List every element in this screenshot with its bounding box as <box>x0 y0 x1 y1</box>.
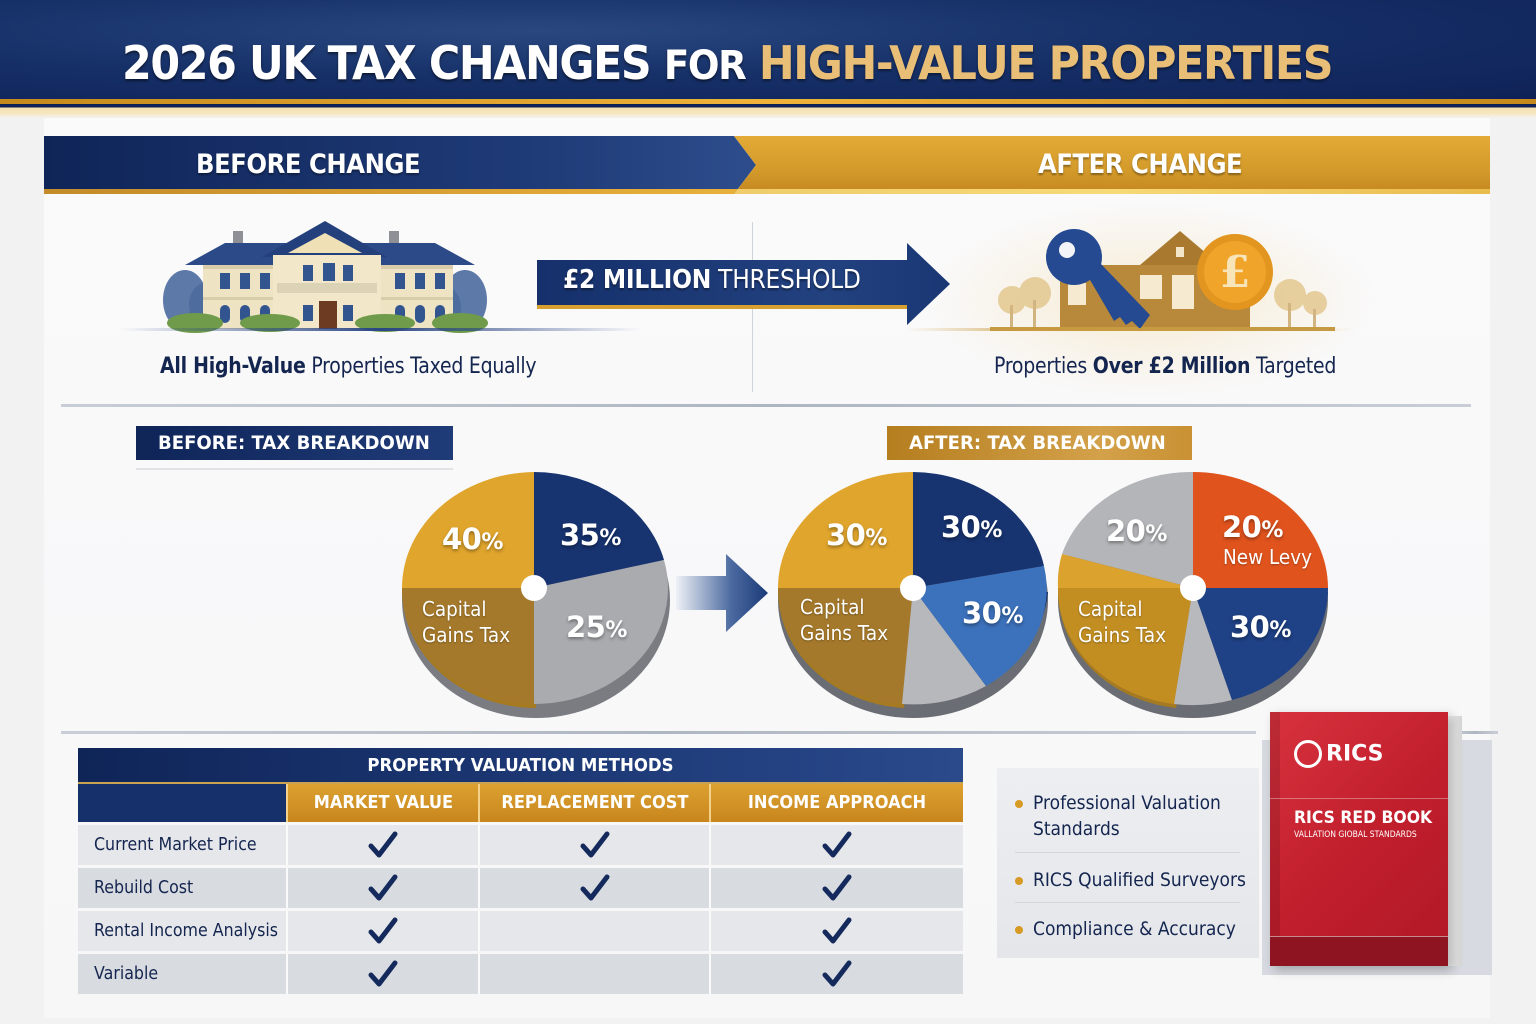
checkmark-icon <box>822 831 852 858</box>
pie-sub-label: Capital Gains Tax <box>422 597 511 647</box>
list-separator <box>1015 852 1240 853</box>
checkmark-icon <box>822 960 852 987</box>
row-label: Rental Income Analysis <box>78 911 286 951</box>
book-pages <box>1446 716 1462 966</box>
section-divider <box>61 731 1256 734</box>
table-row: Variable <box>78 954 963 994</box>
mansion-icon <box>163 221 488 333</box>
svg-text:£: £ <box>1220 247 1251 298</box>
bullet-icon <box>1015 877 1023 885</box>
ground-line-after <box>905 328 1355 331</box>
table-cell <box>478 911 709 951</box>
pie-label: 30% <box>826 518 887 552</box>
column-header-income-approach: INCOME APPROACH <box>709 784 963 822</box>
pie-chart-before: 40% 35% 25% Capital Gains Tax <box>400 472 672 722</box>
pie-label: 30% <box>941 510 1002 544</box>
key-icon <box>1046 229 1150 329</box>
table-row: Rental Income Analysis <box>78 911 963 951</box>
pie-label: 30% <box>962 596 1023 630</box>
before-change-label: BEFORE CHANGE <box>196 149 421 180</box>
pie-label: 35% <box>560 518 621 552</box>
row-label: Current Market Price <box>78 825 286 865</box>
table-cell <box>286 868 478 908</box>
new-levy-label: New Levy <box>1223 545 1313 569</box>
after-change-label: AFTER CHANGE <box>1038 149 1243 180</box>
table-body: Current Market Price Rebuild Cost Rental I… <box>78 825 963 994</box>
pie-chart-after-2: 20% 20% New Levy 30% Capital Gains Tax <box>1056 471 1330 722</box>
list-separator <box>1015 902 1240 903</box>
bullet-icon <box>1015 926 1023 934</box>
table-cell <box>286 954 478 994</box>
table-row: Current Market Price <box>78 825 963 865</box>
checkmark-icon <box>822 917 852 944</box>
rics-logo: RICS <box>1294 740 1384 768</box>
checkmark-icon <box>822 874 852 901</box>
table-cell <box>709 911 963 951</box>
bullet-icon <box>1015 800 1023 808</box>
before-change-banner: BEFORE CHANGE <box>44 136 756 194</box>
pie-sub-label: Capital Gains Tax <box>1078 597 1167 647</box>
table-header-row: MARKET VALUE REPLACEMENT COST INCOME APP… <box>78 784 963 822</box>
pie-label: 40% <box>442 522 503 556</box>
checkmark-icon <box>368 960 398 987</box>
book-subtitle: VALLATION GIOBAL STANDARDS <box>1294 830 1417 840</box>
table-cell <box>478 825 709 865</box>
table-cell <box>478 868 709 908</box>
table-cell <box>709 825 963 865</box>
transition-arrow-icon <box>676 554 768 632</box>
pie-chart-after-1: 30% 30% 30% Capital Gains Tax <box>776 472 1050 722</box>
arrow-right-icon <box>537 243 950 325</box>
checkmark-icon <box>368 831 398 858</box>
pie-label: 30% <box>1230 610 1291 644</box>
pie-sub-label: Capital Gains Tax <box>800 595 889 645</box>
threshold-label: £2 MILLION THRESHOLD <box>563 265 861 295</box>
tag-underline <box>136 468 453 470</box>
pie-label: 20% <box>1106 514 1167 548</box>
table-cell <box>286 911 478 951</box>
table-row: Rebuild Cost <box>78 868 963 908</box>
column-header-replacement-cost: REPLACEMENT COST <box>478 784 709 822</box>
valuation-methods-table: PROPERTY VALUATION METHODS MARKET VALUE … <box>78 748 963 994</box>
book-title: RICS RED BOOK <box>1294 808 1433 828</box>
threshold-arrow: £2 MILLION THRESHOLD <box>537 243 950 325</box>
pound-coin-icon: £ <box>1197 234 1273 310</box>
column-header-market-value: MARKET VALUE <box>286 784 478 822</box>
after-breakdown-tag: AFTER: TAX BREAKDOWN <box>887 426 1192 460</box>
section-divider <box>61 404 1471 407</box>
checkmark-icon <box>580 831 609 858</box>
standards-list: Professional Valuation Standards RICS Qua… <box>997 768 1259 958</box>
table-title: PROPERTY VALUATION METHODS <box>78 748 963 784</box>
before-caption: All High-Value Properties Taxed Equally <box>160 354 537 379</box>
before-breakdown-tag: BEFORE: TAX BREAKDOWN <box>136 426 453 460</box>
rics-red-book: RICS RICS RED BOOK VALLATION GIOBAL STAN… <box>1270 712 1448 966</box>
table-cell <box>478 954 709 994</box>
checkmark-icon <box>368 917 398 944</box>
pie-label: 25% <box>566 610 627 644</box>
after-caption: Properties Over £2 Million Targeted <box>994 354 1337 379</box>
checkmark-icon <box>580 874 609 901</box>
header-underline <box>0 104 1536 118</box>
section-divider <box>1452 731 1498 734</box>
row-label: Rebuild Cost <box>78 868 286 908</box>
checkmark-icon <box>368 874 398 901</box>
header-banner: 2026 UK TAX CHANGES FOR HIGH-VALUE PROPE… <box>0 0 1536 104</box>
table-cell <box>709 954 963 994</box>
table-header-blank <box>78 784 286 822</box>
ground-line-before <box>120 328 640 331</box>
table-cell <box>709 868 963 908</box>
row-label: Variable <box>78 954 286 994</box>
table-cell <box>286 825 478 865</box>
rics-emblem-icon <box>1294 740 1322 768</box>
pie-label: 20% <box>1222 510 1283 544</box>
after-change-banner: AFTER CHANGE <box>734 136 1490 194</box>
page-title: 2026 UK TAX CHANGES FOR HIGH-VALUE PROPE… <box>122 36 1334 90</box>
